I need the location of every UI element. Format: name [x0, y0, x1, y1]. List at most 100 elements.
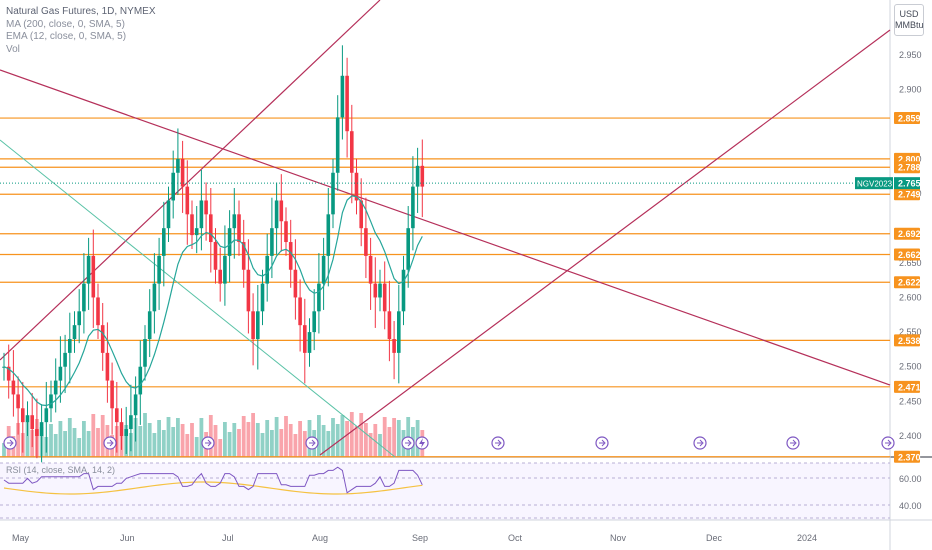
event-marker-icon[interactable] — [305, 436, 319, 450]
level-tag[interactable]: 2.662 — [894, 248, 921, 261]
indicator-ma[interactable]: MA (200, close, 0, SMA, 5) — [6, 18, 125, 30]
candle-body — [303, 325, 307, 353]
candle-body — [401, 269, 406, 312]
volume-bar — [213, 425, 218, 457]
svg-text:2.788: 2.788 — [898, 163, 921, 173]
volume-bar — [176, 418, 180, 457]
volume-bar — [223, 422, 227, 457]
event-marker-icon[interactable] — [595, 436, 609, 450]
chart-title[interactable]: Natural Gas Futures, 1D, NYMEX — [6, 6, 156, 17]
candle-body — [265, 255, 269, 284]
volume-bar — [147, 423, 152, 457]
candle-body — [11, 380, 16, 395]
unit-currency: USD — [899, 9, 919, 19]
event-marker-icon[interactable] — [693, 436, 707, 450]
volume-bar — [25, 422, 30, 457]
volume-bar — [53, 434, 58, 457]
volume-bar — [302, 431, 307, 457]
level-tag[interactable]: 2.749 — [894, 188, 921, 201]
candle-body — [180, 158, 185, 187]
svg-text:2.749: 2.749 — [898, 190, 921, 200]
candle-body — [251, 311, 255, 340]
volume-bar — [293, 434, 298, 457]
earnings-flash-icon[interactable] — [415, 436, 429, 450]
indicator-vol[interactable]: Vol — [6, 43, 20, 55]
trend-lines[interactable] — [0, 0, 891, 458]
candle-body — [373, 283, 378, 298]
candle-body — [312, 311, 316, 333]
candle-body — [307, 332, 312, 353]
candle-body — [190, 214, 194, 236]
last-price: 2.765 — [898, 179, 921, 189]
event-marker-icon[interactable] — [491, 436, 505, 450]
volume-bar — [190, 423, 194, 457]
trendline-ascending-steep — [0, 0, 381, 361]
svg-text:2.471: 2.471 — [898, 382, 921, 392]
svg-text:2.800: 2.800 — [898, 154, 921, 164]
candle-body — [256, 311, 260, 340]
candle-body — [331, 172, 335, 215]
level-tag[interactable]: 2.788 — [894, 161, 921, 174]
event-marker-icon[interactable] — [201, 436, 215, 450]
volume-bar — [392, 418, 396, 457]
ema-line — [3, 195, 423, 407]
candle-body — [49, 394, 53, 409]
level-tag[interactable]: 2.622 — [894, 276, 921, 289]
level-tag[interactable]: 2.538 — [894, 334, 921, 347]
volume-bar — [161, 430, 166, 457]
candle-body — [30, 415, 34, 430]
time-axis-label: Nov — [610, 533, 627, 543]
volume-bar — [227, 432, 232, 457]
time-axis-label: Jun — [120, 533, 135, 543]
price-tick-label: 2.900 — [899, 85, 922, 95]
rsi-legend[interactable]: RSI (14, close, SMA, 14, 2) — [6, 465, 116, 475]
level-tag[interactable]: 2.370 — [894, 450, 921, 463]
last-price-box — [894, 177, 920, 190]
event-marker-icon[interactable] — [3, 436, 17, 450]
volume-bar — [265, 420, 270, 457]
candle-body — [53, 380, 58, 395]
candle-body — [100, 325, 105, 353]
candle-body — [274, 200, 279, 229]
event-marker-icon[interactable] — [881, 436, 895, 450]
candle-body — [237, 214, 241, 243]
volume-bar — [241, 416, 246, 457]
level-tag[interactable]: 2.692 — [894, 227, 921, 240]
volume-bars — [2, 412, 425, 457]
level-tag[interactable]: 2.859 — [894, 112, 921, 125]
candle-body — [411, 186, 415, 229]
candle-body — [284, 221, 288, 243]
volume-bar — [152, 433, 157, 457]
candle-body — [162, 228, 166, 256]
event-marker-icon[interactable] — [103, 436, 117, 450]
level-tag[interactable]: 2.471 — [894, 380, 921, 393]
currency-unit-button[interactable]: USD MMBtu — [894, 4, 924, 36]
volume-bar — [72, 428, 77, 457]
event-markers[interactable] — [3, 436, 895, 450]
candle-body — [298, 297, 302, 326]
event-marker-icon[interactable] — [786, 436, 800, 450]
candle-body — [86, 255, 91, 284]
volume-bar — [49, 424, 53, 457]
candle-body — [199, 200, 204, 229]
volume-bar — [345, 421, 349, 457]
volume-bar — [86, 431, 91, 457]
candle-body — [105, 352, 110, 381]
indicator-ema[interactable]: EMA (12, close, 0, SMA, 5) — [6, 31, 127, 42]
rsi-pane — [3, 466, 423, 495]
symbol-tag-box — [855, 177, 893, 190]
svg-text:2.538: 2.538 — [898, 336, 921, 346]
candle-body — [368, 255, 373, 284]
candle-body — [176, 158, 180, 173]
price-tick-label: 2.550 — [899, 327, 922, 337]
rsi-ma-line — [3, 481, 423, 495]
candle-body — [321, 255, 326, 284]
candle-body — [415, 165, 420, 187]
event-marker-icon[interactable] — [401, 436, 415, 450]
rsi-tick-label: 40.00 — [899, 501, 922, 511]
volume-bar — [171, 427, 176, 457]
volume-bar — [58, 421, 63, 457]
candle-body — [387, 311, 392, 340]
